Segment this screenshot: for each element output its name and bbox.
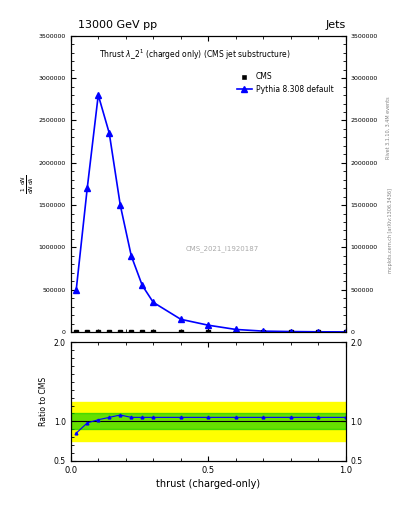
Text: Thrust $\lambda\_2^1$ (charged only) (CMS jet substructure): Thrust $\lambda\_2^1$ (charged only) (CM… xyxy=(99,48,290,62)
Text: 13000 GeV pp: 13000 GeV pp xyxy=(78,20,158,31)
Text: CMS_2021_I1920187: CMS_2021_I1920187 xyxy=(185,246,259,252)
Y-axis label: $\frac{1}{\mathrm{d}N}\frac{\mathrm{d}N}{\mathrm{d}\lambda}$: $\frac{1}{\mathrm{d}N}\frac{\mathrm{d}N}… xyxy=(19,174,36,194)
Legend: CMS, Pythia 8.308 default: CMS, Pythia 8.308 default xyxy=(233,69,336,97)
X-axis label: thrust (charged-only): thrust (charged-only) xyxy=(156,479,260,489)
Text: mcplots.cern.ch [arXiv:1306.3436]: mcplots.cern.ch [arXiv:1306.3436] xyxy=(387,188,393,273)
Text: Rivet 3.1.10, 3.4M events: Rivet 3.1.10, 3.4M events xyxy=(386,97,391,159)
Y-axis label: Ratio to CMS: Ratio to CMS xyxy=(39,377,48,426)
Text: Jets: Jets xyxy=(325,20,346,31)
